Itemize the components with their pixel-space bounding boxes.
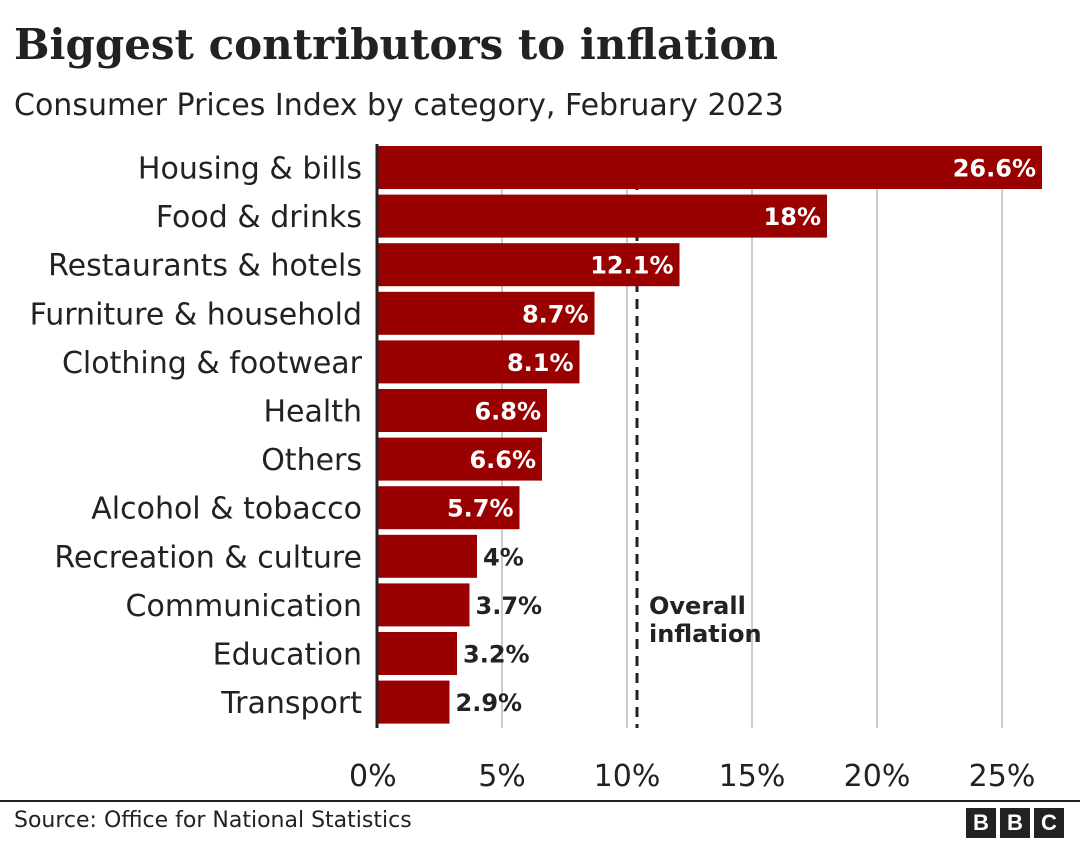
category-label-1: Food & drinks bbox=[156, 200, 362, 235]
bar-11 bbox=[377, 680, 450, 724]
value-label-1: 18% bbox=[764, 203, 821, 231]
category-label-5: Health bbox=[263, 395, 362, 430]
bar-3 bbox=[377, 291, 595, 335]
value-label-9: 3.7% bbox=[476, 592, 543, 620]
category-label-4: Clothing & footwear bbox=[62, 346, 363, 381]
overall-inflation-label-1: Overall bbox=[649, 592, 746, 620]
bar-5 bbox=[377, 389, 547, 432]
bar-0 bbox=[377, 146, 1042, 189]
source-divider bbox=[0, 800, 1080, 802]
value-label-6: 6.6% bbox=[469, 446, 536, 474]
bar-9 bbox=[377, 583, 470, 627]
logo-letter-b1: B bbox=[966, 808, 996, 838]
value-label-5: 6.8% bbox=[474, 398, 541, 426]
x-tick-label-20: 20% bbox=[844, 759, 911, 794]
bar-1 bbox=[377, 194, 827, 238]
logo-letter-b2: B bbox=[1000, 808, 1030, 838]
bar-4 bbox=[377, 340, 580, 384]
x-tick-label-25: 25% bbox=[969, 759, 1036, 794]
source-note: Source: Office for National Statistics bbox=[14, 808, 412, 833]
category-label-3: Furniture & household bbox=[30, 297, 362, 332]
value-label-8: 4% bbox=[483, 543, 524, 571]
category-label-8: Recreation & culture bbox=[54, 540, 362, 575]
category-label-7: Alcohol & tobacco bbox=[91, 492, 362, 527]
category-label-6: Others bbox=[261, 443, 362, 478]
value-label-7: 5.7% bbox=[447, 495, 514, 523]
bar-7 bbox=[377, 486, 520, 530]
x-tick-label-0: 0% bbox=[349, 759, 397, 794]
value-label-2: 12.1% bbox=[590, 252, 673, 280]
chart-title: Biggest contributors to inflation bbox=[14, 20, 779, 69]
x-tick-label-10: 10% bbox=[594, 759, 661, 794]
bar-2 bbox=[377, 243, 680, 287]
value-label-10: 3.2% bbox=[463, 641, 530, 669]
overall-inflation-label-2: inflation bbox=[649, 620, 762, 648]
category-label-10: Education bbox=[213, 638, 362, 673]
x-tick-label-15: 15% bbox=[719, 759, 786, 794]
bbc-logo: B B C bbox=[966, 808, 1064, 838]
bar-10 bbox=[377, 632, 457, 675]
value-label-3: 8.7% bbox=[522, 300, 589, 328]
value-label-11: 2.9% bbox=[456, 689, 523, 717]
chart-subtitle: Consumer Prices Index by category, Febru… bbox=[14, 88, 784, 123]
category-label-2: Restaurants & hotels bbox=[48, 249, 362, 284]
category-label-11: Transport bbox=[220, 686, 362, 721]
logo-letter-c: C bbox=[1034, 808, 1064, 838]
category-label-0: Housing & bills bbox=[138, 152, 362, 187]
value-label-0: 26.6% bbox=[953, 155, 1036, 183]
bar-6 bbox=[377, 437, 542, 481]
x-tick-label-5: 5% bbox=[478, 759, 526, 794]
value-label-4: 8.1% bbox=[507, 349, 574, 377]
category-label-9: Communication bbox=[126, 589, 362, 624]
bar-8 bbox=[377, 534, 477, 578]
